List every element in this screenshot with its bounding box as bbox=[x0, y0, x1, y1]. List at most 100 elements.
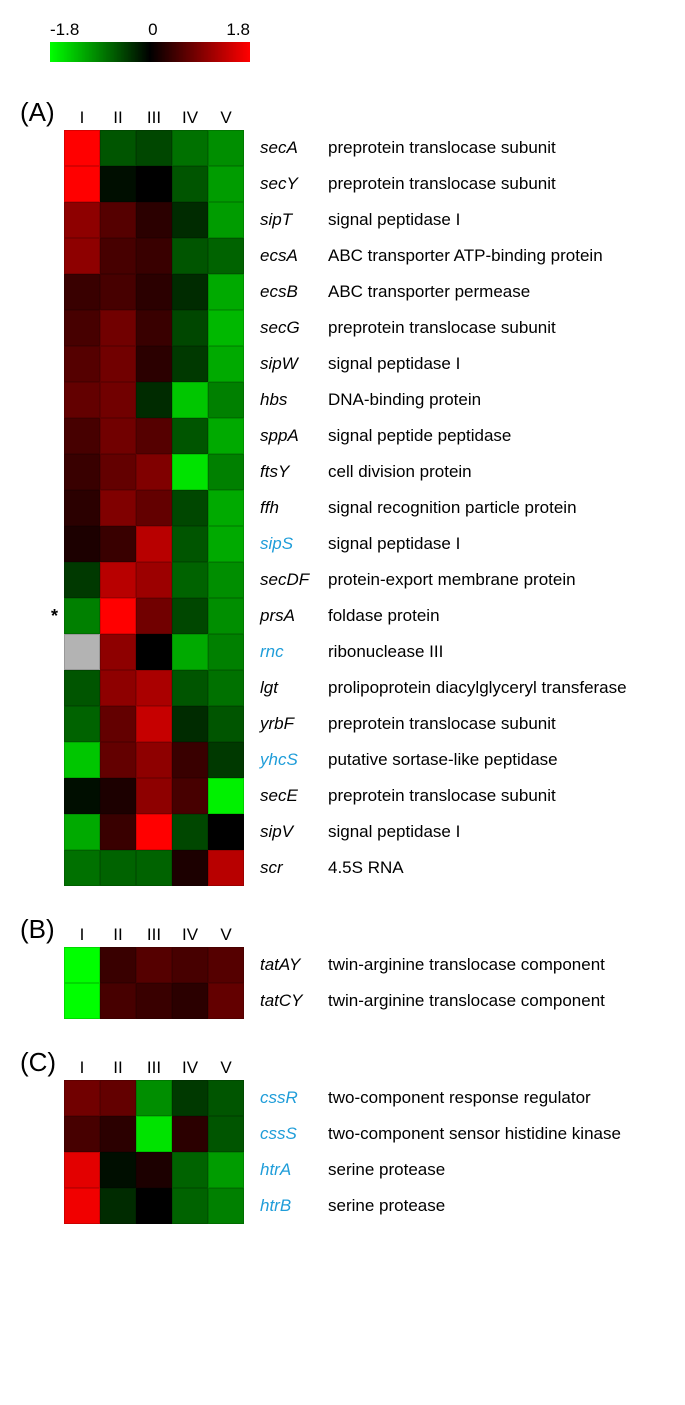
heatmap-cell bbox=[100, 346, 136, 382]
heatmap-cell bbox=[100, 130, 136, 166]
gene-description: twin-arginine translocase component bbox=[328, 955, 605, 975]
heatmap-row: secYpreprotein translocase subunit bbox=[20, 166, 665, 202]
heatmap-cell bbox=[208, 382, 244, 418]
heatmap-cell bbox=[172, 1188, 208, 1224]
heatmap-cell bbox=[100, 983, 136, 1019]
heatmap-cell bbox=[100, 947, 136, 983]
heatmap-row: yhcSputative sortase-like peptidase bbox=[20, 742, 665, 778]
heatmap-cell bbox=[208, 983, 244, 1019]
heatmap-cell bbox=[136, 706, 172, 742]
gene-label: tatAY bbox=[260, 955, 322, 975]
colorbar-section: -1.8 0 1.8 bbox=[50, 20, 665, 67]
heatmap-cell bbox=[172, 562, 208, 598]
heatmap-cell bbox=[100, 454, 136, 490]
gene-label: secG bbox=[260, 318, 322, 338]
heatmap-cell bbox=[172, 346, 208, 382]
heatmap-cell bbox=[100, 706, 136, 742]
heatmap-cell bbox=[100, 418, 136, 454]
heatmap-cell bbox=[64, 490, 100, 526]
heatmap-cell bbox=[100, 382, 136, 418]
heatmap-cell bbox=[208, 1188, 244, 1224]
heatmap-cell bbox=[100, 1080, 136, 1116]
heatmap-cell bbox=[208, 490, 244, 526]
heatmap-cell bbox=[172, 983, 208, 1019]
heatmap-cell bbox=[64, 310, 100, 346]
gene-description: prolipoprotein diacylglyceryl transferas… bbox=[328, 678, 627, 698]
heatmap-cell bbox=[172, 634, 208, 670]
heatmap-cell bbox=[136, 382, 172, 418]
heatmap-cell bbox=[136, 238, 172, 274]
heatmap-cell bbox=[136, 1080, 172, 1116]
heatmap-cell bbox=[100, 1116, 136, 1152]
heatmap-cell bbox=[172, 706, 208, 742]
gene-label: yrbF bbox=[260, 714, 322, 734]
panel-letter: (C) bbox=[20, 1047, 64, 1078]
heatmap-cell bbox=[208, 238, 244, 274]
heatmap-cell bbox=[172, 814, 208, 850]
gene-description: serine protease bbox=[328, 1160, 445, 1180]
gene-description: ribonuclease III bbox=[328, 642, 443, 662]
gene-label: htrA bbox=[260, 1160, 322, 1180]
heatmap-cell bbox=[100, 1188, 136, 1224]
gene-label: ftsY bbox=[260, 462, 322, 482]
heatmap-row: htrBserine protease bbox=[20, 1188, 665, 1224]
row-marker: * bbox=[20, 606, 64, 627]
heatmap-cell bbox=[208, 598, 244, 634]
heatmap-row: secApreprotein translocase subunit bbox=[20, 130, 665, 166]
heatmap-row: cssRtwo-component response regulator bbox=[20, 1080, 665, 1116]
gene-description: two-component response regulator bbox=[328, 1088, 591, 1108]
gene-description: putative sortase-like peptidase bbox=[328, 750, 558, 770]
gene-label: secA bbox=[260, 138, 322, 158]
gene-label: ecsA bbox=[260, 246, 322, 266]
heatmap-row: yrbF preprotein translocase subunit bbox=[20, 706, 665, 742]
heatmap-cell bbox=[136, 454, 172, 490]
heatmap-cell bbox=[208, 418, 244, 454]
heatmap-cell bbox=[208, 850, 244, 886]
column-header: IV bbox=[172, 108, 208, 128]
column-header: IV bbox=[172, 925, 208, 945]
heatmap-row: htrA serine protease bbox=[20, 1152, 665, 1188]
heatmap-cell bbox=[172, 166, 208, 202]
heatmap-cell bbox=[208, 814, 244, 850]
heatmap-cell bbox=[64, 238, 100, 274]
heatmap-cell bbox=[208, 1116, 244, 1152]
heatmap-cell bbox=[208, 346, 244, 382]
heatmap-cell bbox=[172, 454, 208, 490]
gene-description: signal peptide peptidase bbox=[328, 426, 511, 446]
gene-description: two-component sensor histidine kinase bbox=[328, 1124, 621, 1144]
heatmap-cell bbox=[64, 382, 100, 418]
column-header: I bbox=[64, 925, 100, 945]
heatmap-cell bbox=[100, 166, 136, 202]
column-header: V bbox=[208, 925, 244, 945]
heatmap-cell bbox=[64, 814, 100, 850]
heatmap-cell bbox=[208, 778, 244, 814]
gene-description: twin-arginine translocase component bbox=[328, 991, 605, 1011]
colorbar-max: 1.8 bbox=[226, 20, 250, 40]
heatmap-cell bbox=[100, 814, 136, 850]
heatmap-cell bbox=[208, 310, 244, 346]
heatmap-cell bbox=[136, 634, 172, 670]
heatmap-cell bbox=[100, 274, 136, 310]
heatmap-cell bbox=[100, 526, 136, 562]
heatmap-row: hbsDNA-binding protein bbox=[20, 382, 665, 418]
heatmap-cell bbox=[136, 670, 172, 706]
gene-description: ABC transporter permease bbox=[328, 282, 530, 302]
heatmap-row: *prsAfoldase protein bbox=[20, 598, 665, 634]
heatmap-cell bbox=[136, 346, 172, 382]
heatmap-row: scr4.5S RNA bbox=[20, 850, 665, 886]
heatmap-row: secDFprotein-export membrane protein bbox=[20, 562, 665, 598]
heatmap-cell bbox=[64, 1152, 100, 1188]
heatmap-cell bbox=[136, 1188, 172, 1224]
heatmap-cell bbox=[172, 130, 208, 166]
heatmap-cell bbox=[172, 778, 208, 814]
heatmap-cell bbox=[136, 983, 172, 1019]
heatmap-cell bbox=[172, 947, 208, 983]
heatmap-cell bbox=[64, 130, 100, 166]
heatmap-row: secGpreprotein translocase subunit bbox=[20, 310, 665, 346]
heatmap-cell bbox=[208, 1152, 244, 1188]
gene-description: signal peptidase I bbox=[328, 534, 460, 554]
gene-description: preprotein translocase subunit bbox=[328, 714, 556, 734]
column-header: II bbox=[100, 925, 136, 945]
heatmap-cell bbox=[208, 130, 244, 166]
colorbar-labels: -1.8 0 1.8 bbox=[50, 20, 250, 40]
